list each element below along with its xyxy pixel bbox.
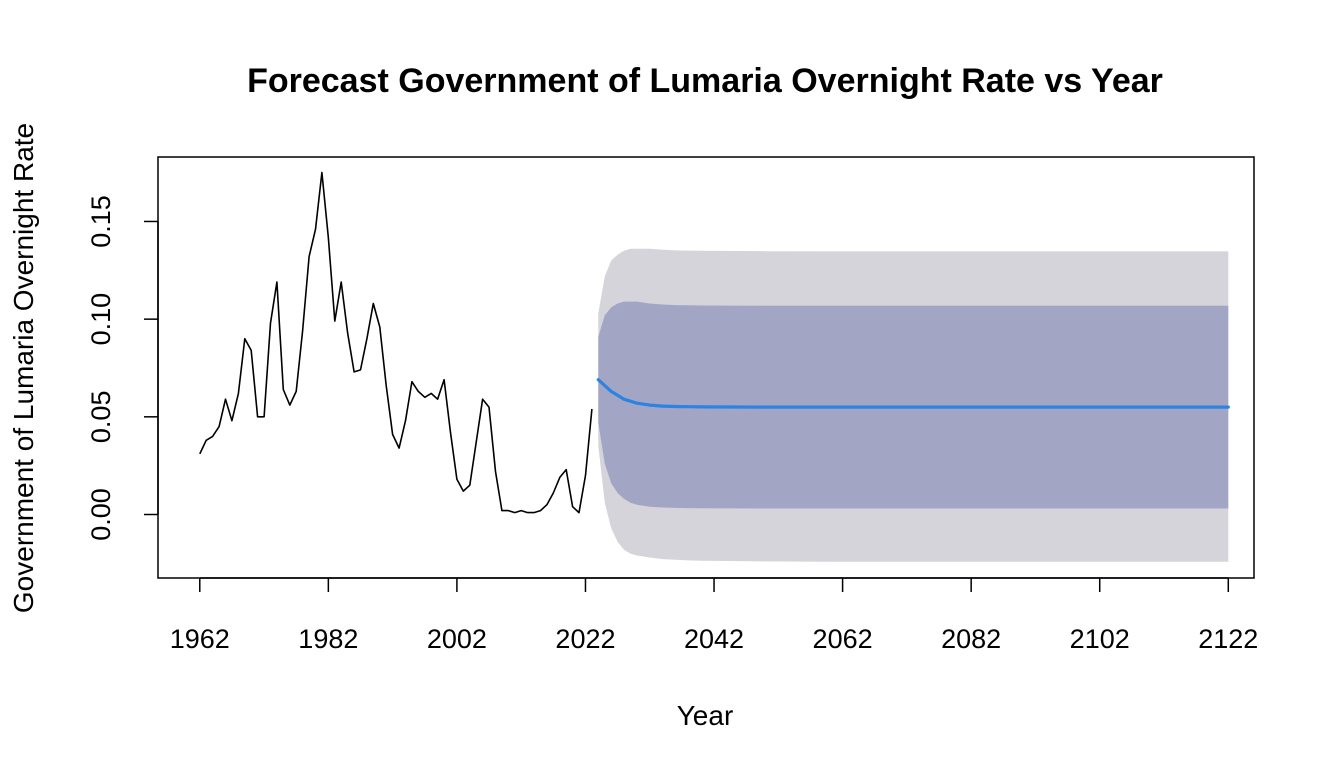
x-tick-label: 1982	[298, 624, 358, 654]
y-tick-label: 0.05	[86, 391, 116, 444]
x-tick-label: 2122	[1198, 624, 1258, 654]
forecast-bands	[598, 248, 1229, 562]
x-tick-label: 2082	[941, 624, 1001, 654]
y-tick-label: 0.10	[86, 293, 116, 346]
x-tick-label: 2102	[1070, 624, 1130, 654]
x-tick-label: 2042	[684, 624, 744, 654]
data-lines	[199, 171, 1230, 514]
x-tick-label: 2062	[813, 624, 873, 654]
history-line	[199, 171, 593, 514]
x-tick-label: 2002	[427, 624, 487, 654]
band-80	[598, 301, 1229, 509]
x-axis-label: Year	[677, 700, 734, 731]
y-axis: 0.00 0.05 0.10 0.15	[86, 195, 159, 541]
y-axis-label: Government of Lumaria Overnight Rate	[8, 123, 39, 613]
forecast-mean-line	[596, 378, 1230, 409]
x-tick-label: 1962	[170, 624, 230, 654]
y-tick-label: 0.15	[86, 195, 116, 248]
x-axis: 1962 1982 2002 2022 2042 2062 2082 2102 2122	[170, 577, 1258, 654]
x-tick-label: 2022	[555, 624, 615, 654]
y-tick-label: 0.00	[86, 488, 116, 541]
chart-title: Forecast Government of Lumaria Overnight…	[247, 62, 1163, 100]
